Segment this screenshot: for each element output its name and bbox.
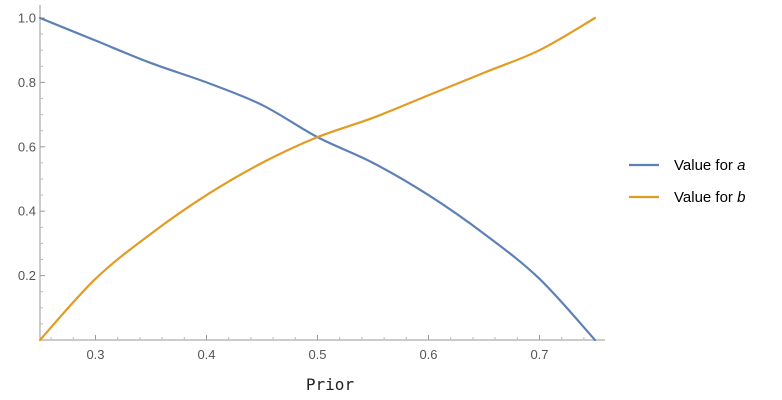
ticks: 0.3 0.4 0.5 0.6 0.7 0.2 0.4 0.6 0.8 1.0	[18, 11, 585, 362]
x-tick-label: 0.7	[530, 347, 548, 362]
series-line-b	[38, 16, 597, 342]
y-tick-label: 0.4	[18, 204, 36, 219]
y-tick-label: 0.6	[18, 139, 36, 154]
x-axis-title: Prior	[306, 375, 355, 394]
x-tick-label: 0.5	[308, 347, 326, 362]
x-tick-label: 0.4	[197, 347, 215, 362]
series-line-a	[38, 16, 597, 342]
legend-label-a: Value for a	[674, 157, 745, 174]
series-group	[38, 16, 597, 342]
y-tick-label: 0.2	[18, 268, 36, 283]
axes	[39, 5, 605, 341]
x-tick-label: 0.3	[86, 347, 104, 362]
y-tick-label: 0.8	[18, 75, 36, 90]
y-tick-label: 1.0	[18, 11, 36, 26]
legend: Value for a Value for b	[629, 157, 745, 206]
x-tick-label: 0.6	[419, 347, 437, 362]
legend-label-b: Value for b	[674, 189, 745, 206]
